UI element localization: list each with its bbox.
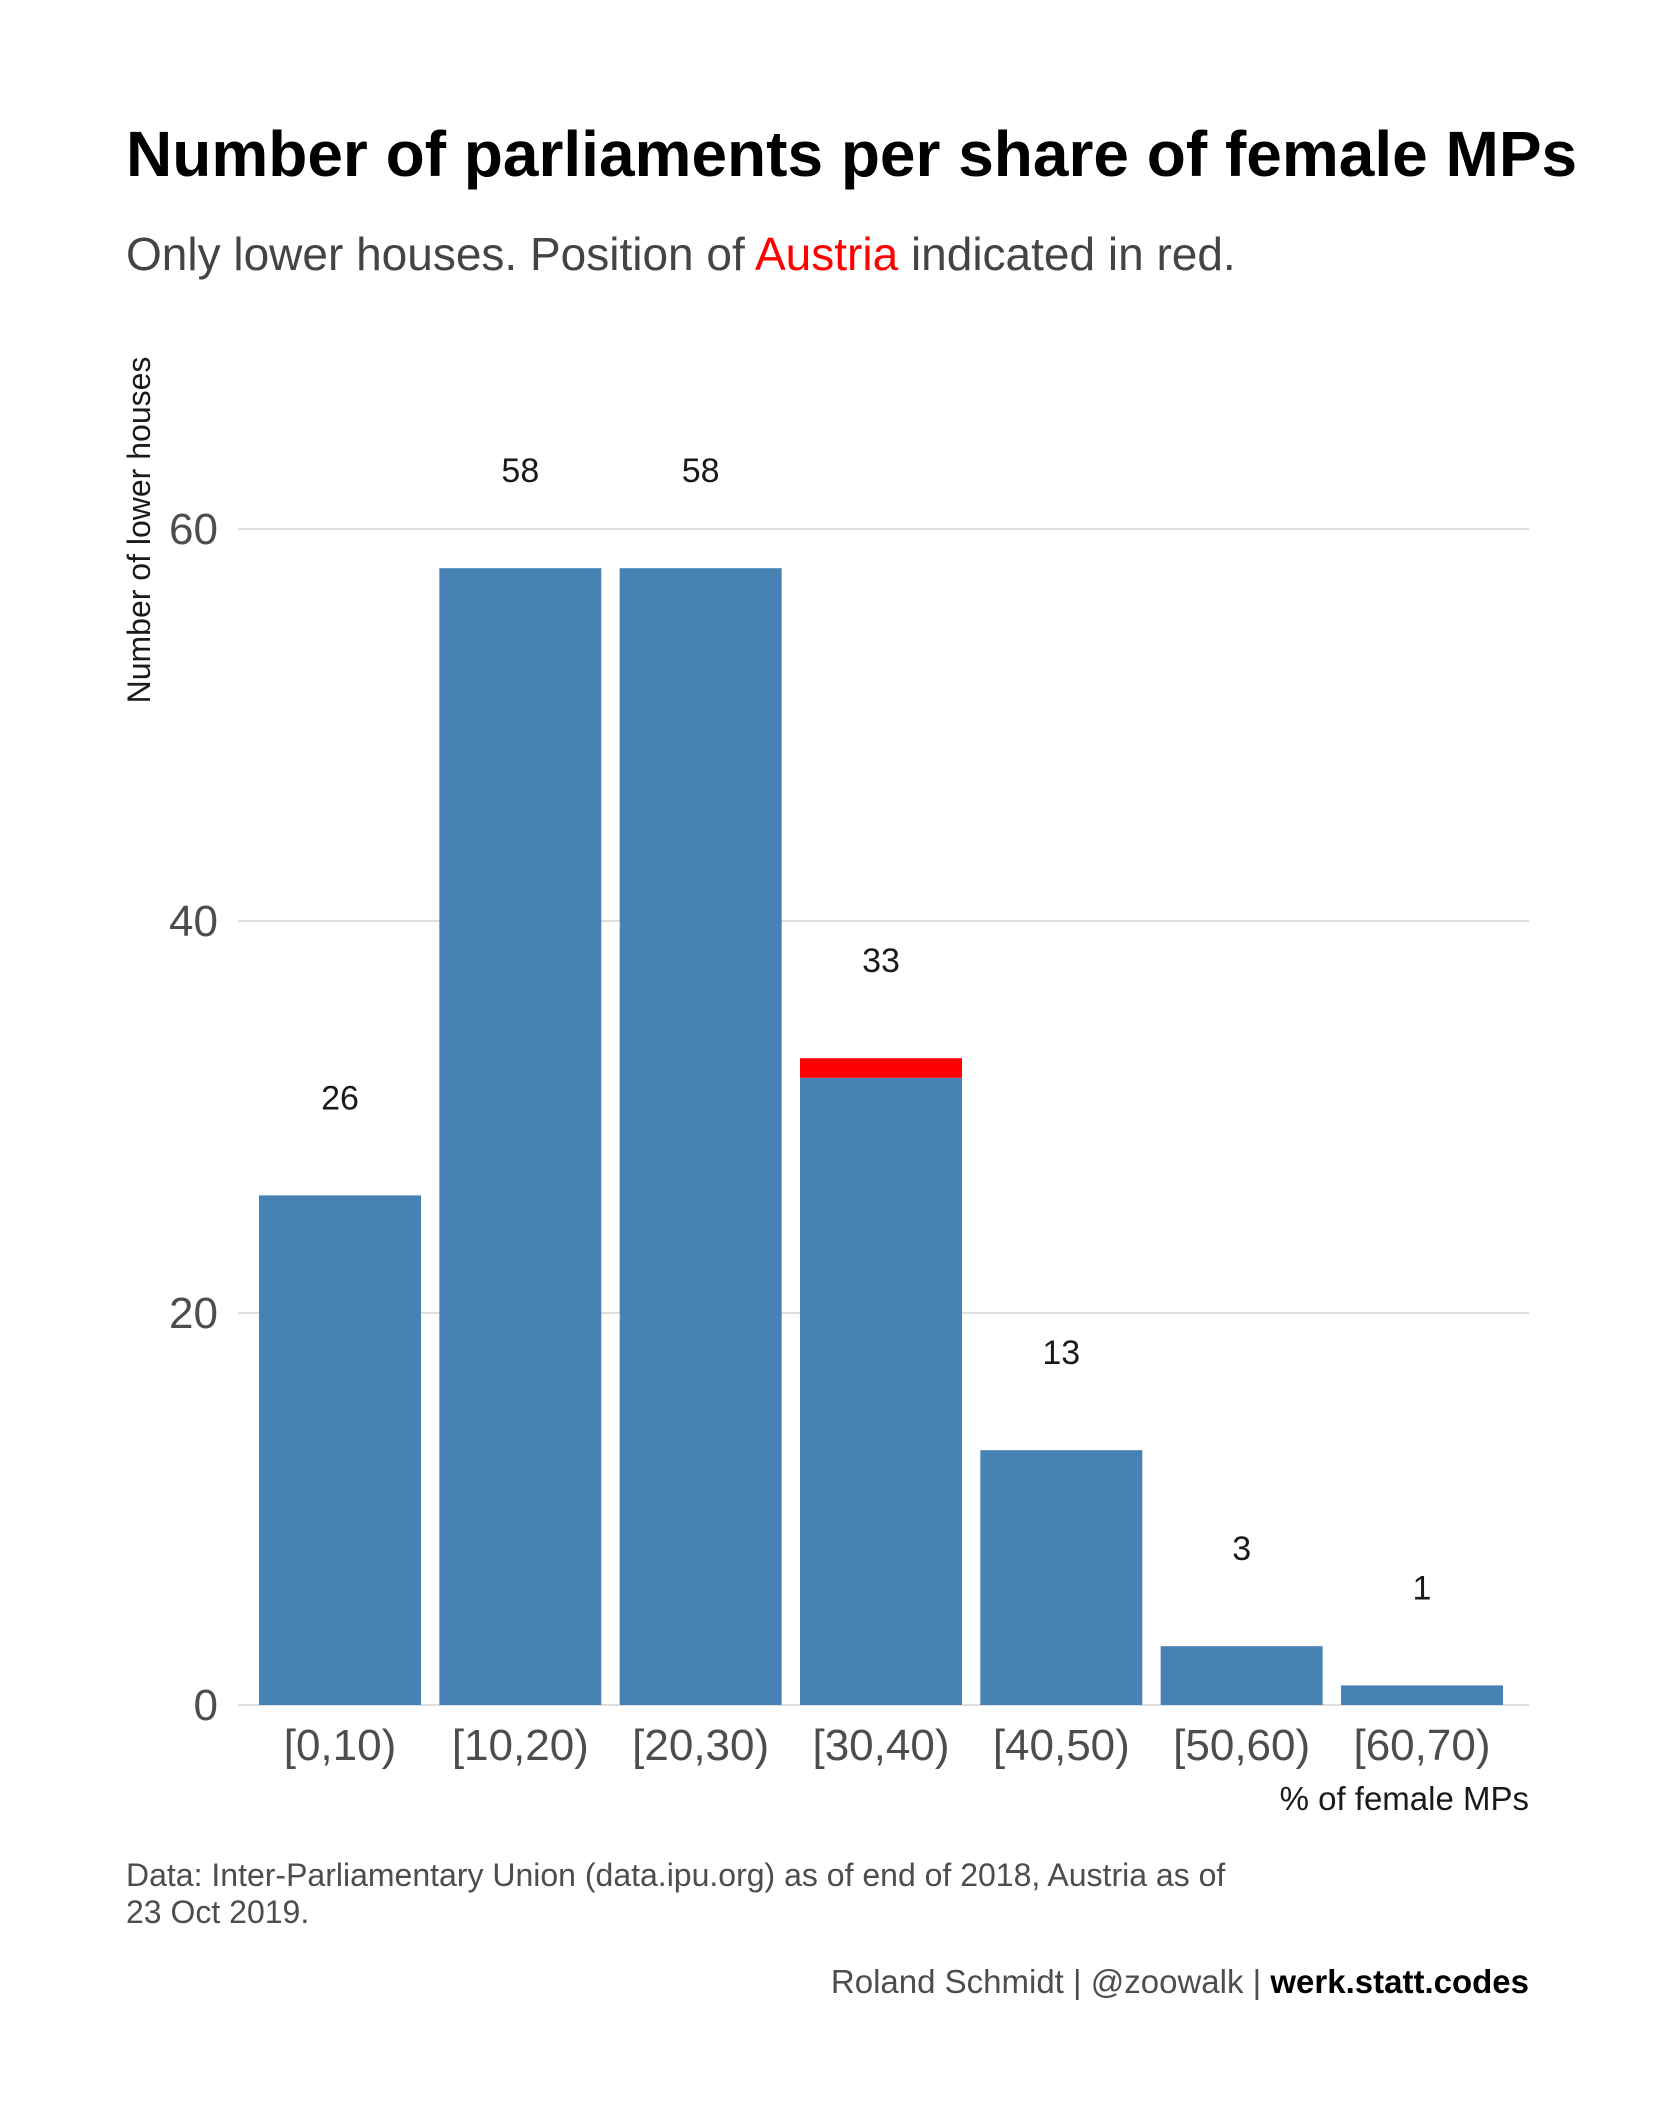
- bar-[10,20): [439, 568, 602, 1706]
- y-tick-label: 0: [194, 1681, 218, 1730]
- bar-[60,70): [1340, 1685, 1503, 1705]
- x-tick-label: [0,10): [284, 1721, 397, 1770]
- chart-subtitle: Only lower houses. Position of Austria i…: [126, 228, 1236, 280]
- value-label: 58: [682, 452, 720, 490]
- bar-[30,40): [799, 1077, 962, 1705]
- x-tick-label: [20,30): [632, 1721, 769, 1770]
- value-label: 1: [1413, 1569, 1432, 1607]
- x-tick-label: [40,50): [993, 1721, 1130, 1770]
- subtitle-text-end: indicated in red.: [898, 228, 1236, 280]
- credit-site: werk.statt.codes: [1269, 1963, 1529, 2000]
- subtitle-highlight: Austria: [755, 228, 899, 280]
- caption-line-2: 23 Oct 2019.: [126, 1894, 309, 1930]
- caption-line-1: Data: Inter-Parliamentary Union (data.ip…: [126, 1857, 1225, 1893]
- chart-title: Number of parliaments per share of femal…: [126, 118, 1577, 190]
- y-tick-label: 60: [169, 505, 218, 554]
- value-label: 33: [862, 942, 900, 980]
- credit-line: Roland Schmidt | @zoowalk | werk.statt.c…: [831, 1963, 1529, 2000]
- y-tick-label: 40: [169, 897, 218, 946]
- value-label: 58: [501, 452, 539, 490]
- x-tick-label: [30,40): [812, 1721, 949, 1770]
- x-tick-label: [60,70): [1353, 1721, 1490, 1770]
- value-label: 3: [1232, 1530, 1251, 1568]
- y-axis-ticks: 0 20 40 60: [169, 505, 218, 1730]
- value-label: 26: [321, 1079, 359, 1117]
- bar-highlight-austria: [799, 1058, 962, 1078]
- bar-[50,60): [1160, 1646, 1323, 1705]
- bar-[0,10): [259, 1195, 421, 1705]
- x-axis-ticks: [0,10) [10,20) [20,30) [30,40) [40,50) [50,60…: [284, 1721, 1491, 1770]
- bar-[40,50): [980, 1450, 1143, 1705]
- y-tick-label: 20: [169, 1289, 218, 1338]
- x-tick-label: [50,60): [1173, 1721, 1310, 1770]
- y-axis-title: Number of lower houses: [121, 357, 157, 704]
- x-tick-label: [10,20): [452, 1721, 589, 1770]
- credit-author: Roland Schmidt | @zoowalk |: [831, 1963, 1271, 2000]
- bar-[20,30): [619, 568, 782, 1706]
- x-axis-title: % of female MPs: [1280, 1780, 1529, 1817]
- bars: [259, 568, 1503, 1706]
- subtitle-text: Only lower houses. Position of: [126, 228, 755, 280]
- value-labels: 26 58 58 33 13 3 1: [321, 452, 1431, 1607]
- value-label: 13: [1042, 1334, 1080, 1372]
